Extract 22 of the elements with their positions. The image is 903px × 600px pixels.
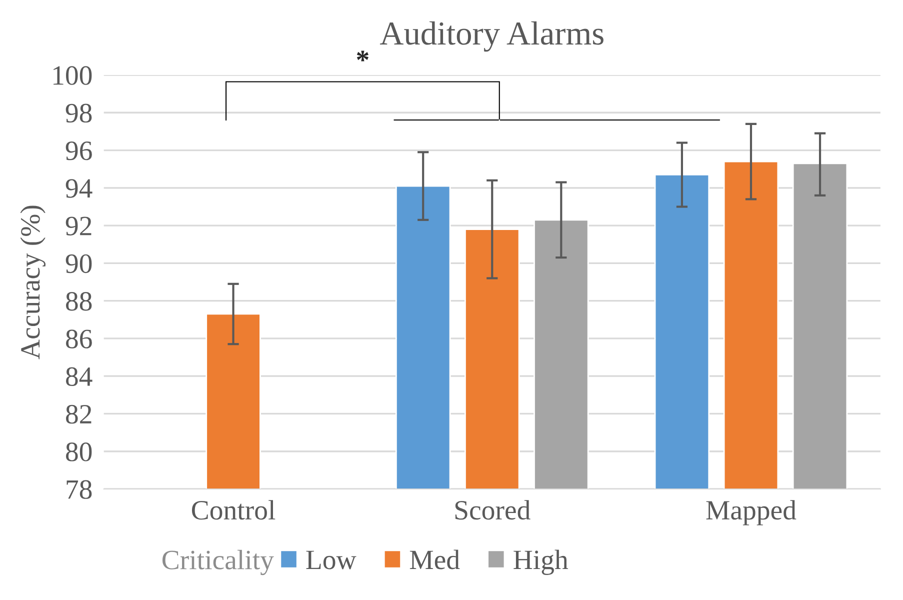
y-axis-title: Accuracy (%)	[20, 206, 46, 360]
y-tick-label: 98	[66, 104, 92, 123]
y-tick-label: 82	[66, 404, 92, 424]
y-tick-label: 100	[54, 66, 92, 85]
text: *	[356, 50, 368, 62]
y-tick-label: 86	[66, 330, 92, 348]
y-tick-label: 92	[66, 216, 92, 236]
x-tick-label: Control	[192, 500, 276, 520]
x-tick-label: Scored	[455, 500, 530, 520]
legend-label: Med	[410, 550, 460, 570]
x-tick-label: Mapped	[706, 500, 796, 526]
y-tick-label: 88	[66, 292, 92, 311]
legend-label: High	[514, 550, 568, 575]
y-tick-label: 80	[66, 442, 92, 462]
y-tick-label: 84	[66, 367, 92, 386]
y-tick-label: 78	[66, 480, 92, 499]
y-tick-label: 90	[66, 254, 92, 274]
y-tick-label: 96	[66, 142, 92, 160]
y-tick-label: 94	[66, 179, 92, 198]
legend-title: Criticality	[162, 550, 274, 576]
chart-title: Auditory Alarms	[380, 21, 604, 52]
legend-label: Low	[306, 550, 356, 570]
